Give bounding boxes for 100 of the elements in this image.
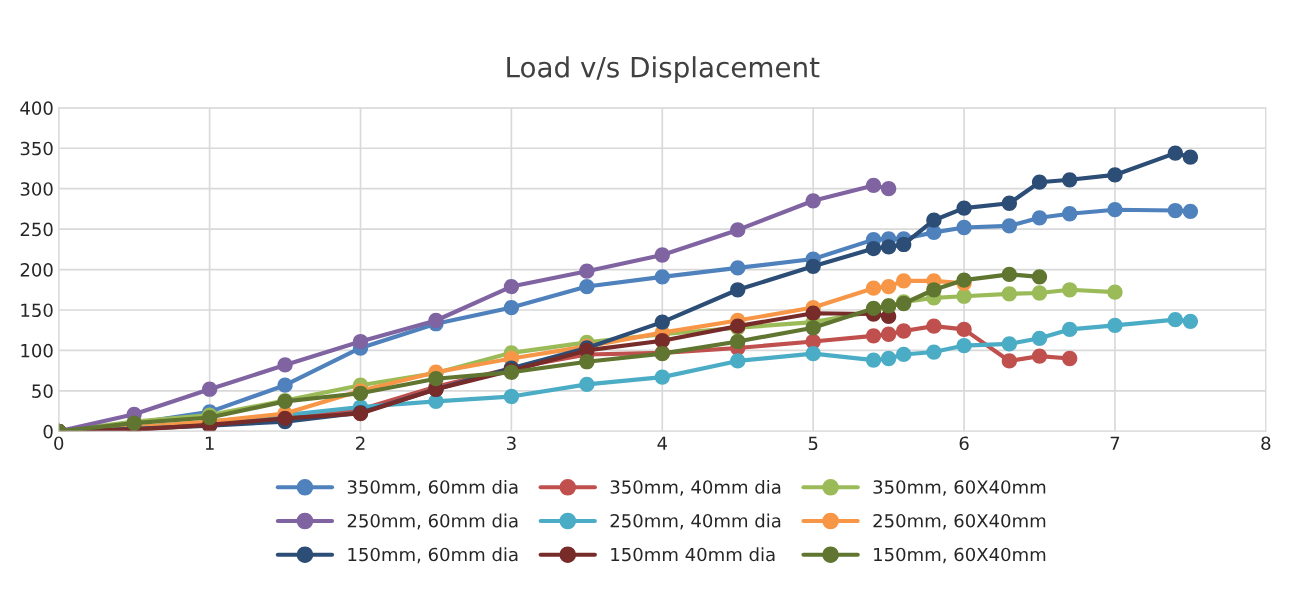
point — [1031, 174, 1048, 190]
point — [880, 350, 897, 367]
point — [1001, 195, 1017, 211]
point — [926, 212, 942, 228]
point — [1001, 286, 1017, 302]
x-tick-label: 2 — [356, 436, 365, 450]
point — [1062, 172, 1078, 188]
x-tick-label: 4 — [657, 436, 668, 450]
y-tick-label: 400 — [20, 101, 53, 115]
y-tick-label: 250 — [20, 222, 53, 237]
legend-label: 250mm, 60X40mm — [873, 513, 1046, 530]
point — [1001, 336, 1017, 352]
point — [896, 346, 912, 363]
chart-title: Load v/s Displacement — [507, 56, 820, 84]
point — [654, 247, 670, 263]
point — [1031, 330, 1048, 346]
legend-label: 350mm, 60mm dia — [347, 479, 518, 496]
legend-label: 150mm, 60X40mm — [874, 547, 1046, 564]
legend-label: 150mm 40mm dia — [611, 547, 775, 562]
y-tick-label: 150 — [21, 303, 53, 318]
point — [579, 263, 595, 279]
x-tick-label: 6 — [959, 436, 969, 451]
point — [1031, 348, 1048, 364]
point — [805, 305, 821, 321]
legend-label: 350mm, 40mm dia — [610, 479, 781, 496]
point — [730, 333, 746, 350]
y-tick-label: 200 — [20, 263, 53, 277]
point — [896, 323, 912, 339]
point — [805, 346, 821, 362]
point — [654, 314, 670, 330]
point — [1031, 285, 1048, 301]
point — [880, 181, 897, 197]
point — [277, 377, 293, 393]
point — [926, 318, 942, 334]
point — [654, 333, 670, 349]
legend-label: 350mm, 60X40mm — [873, 480, 1046, 496]
point — [428, 312, 444, 329]
point — [865, 280, 882, 296]
point — [865, 177, 882, 194]
point — [654, 369, 670, 385]
point — [1062, 350, 1078, 367]
point — [956, 337, 972, 354]
point — [1182, 313, 1199, 329]
point — [880, 278, 897, 295]
point — [1107, 317, 1123, 333]
point — [865, 240, 882, 257]
point — [579, 278, 595, 295]
point — [654, 269, 670, 285]
point — [865, 300, 882, 316]
point — [896, 236, 912, 253]
point — [428, 371, 444, 387]
point — [1182, 149, 1199, 165]
x-tick-label: 0 — [54, 436, 64, 451]
point — [805, 193, 821, 209]
y-tick-label: 50 — [32, 384, 53, 398]
x-tick-label: 3 — [507, 436, 516, 451]
point — [503, 278, 520, 295]
x-tick-label: 5 — [808, 436, 818, 451]
point — [865, 352, 882, 368]
point — [503, 299, 520, 316]
point — [956, 200, 972, 216]
point — [880, 239, 897, 255]
point — [579, 354, 595, 370]
x-tick-label: 8 — [1261, 436, 1271, 451]
point — [865, 328, 882, 344]
point — [201, 381, 218, 397]
point — [1001, 353, 1017, 369]
point — [896, 273, 912, 289]
x-tick-label: 1 — [205, 436, 214, 450]
point — [1167, 202, 1183, 219]
point — [880, 326, 897, 342]
point — [1001, 266, 1017, 283]
x-tick-label: 7 — [1110, 436, 1120, 450]
point — [1062, 282, 1078, 298]
point — [1107, 167, 1123, 183]
legend-label: 250mm, 60mm dia — [347, 513, 518, 530]
y-tick-label: 300 — [20, 182, 53, 196]
point — [579, 376, 595, 393]
point — [805, 320, 821, 336]
point — [956, 321, 972, 338]
point — [805, 258, 821, 274]
point — [1031, 269, 1048, 285]
point — [352, 333, 369, 350]
point — [1001, 218, 1017, 234]
point — [730, 282, 746, 298]
point — [1062, 206, 1078, 222]
point — [956, 219, 972, 236]
point — [1031, 210, 1048, 226]
point — [1167, 145, 1183, 161]
legend-label: 150mm, 60mm dia — [348, 547, 518, 564]
legend-label: 250mm, 40mm dia — [610, 513, 781, 530]
point — [956, 288, 972, 304]
point — [277, 357, 293, 373]
y-tick-label: 0 — [43, 424, 53, 439]
point — [1062, 321, 1078, 338]
point — [730, 353, 746, 369]
point — [503, 388, 520, 405]
point — [926, 344, 942, 360]
point — [730, 222, 746, 238]
point — [730, 260, 746, 276]
